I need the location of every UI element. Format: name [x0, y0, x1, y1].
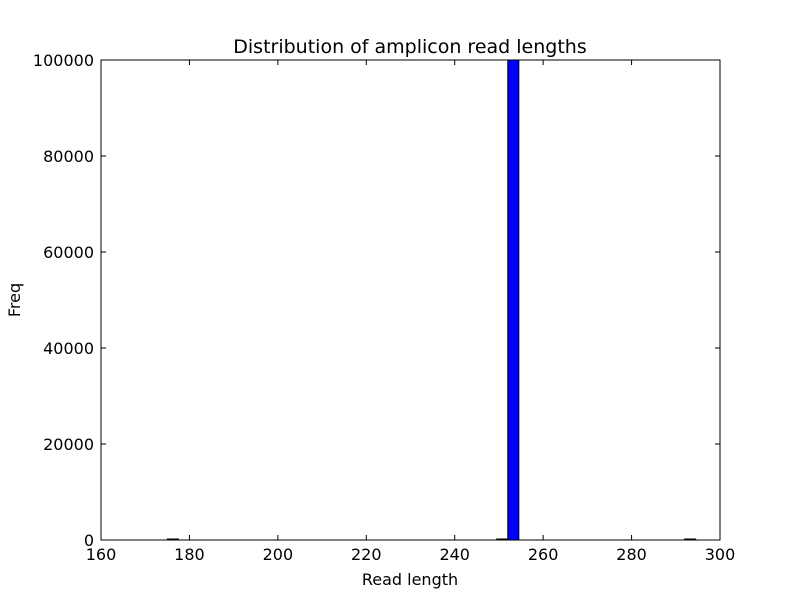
chart-title: Distribution of amplicon read lengths — [233, 36, 586, 58]
y-tick-label-3: 60000 — [43, 243, 94, 262]
x-tick-label-1: 180 — [174, 545, 205, 564]
x-tick-label-5: 260 — [528, 545, 559, 564]
x-tick-label-3: 220 — [351, 545, 382, 564]
y-tick-label-2: 40000 — [43, 339, 94, 358]
x-axis-label: Read length — [362, 570, 458, 589]
x-tick-label-7: 300 — [705, 545, 736, 564]
y-tick-label-4: 80000 — [43, 147, 94, 166]
y-axis-label: Freq — [5, 283, 24, 317]
histogram-bar-2 — [507, 59, 520, 541]
x-tick-label-2: 200 — [263, 545, 294, 564]
x-tick-label-4: 240 — [439, 545, 470, 564]
ticks-group: 160 180 200 220 240 260 280 300 0 20000 40000 60000… — [33, 51, 735, 564]
x-tick-label-6: 280 — [616, 545, 647, 564]
y-tick-label-0: 0 — [84, 531, 94, 550]
x-tick-label-0: 160 — [86, 545, 117, 564]
y-tick-label-5: 100000 — [33, 51, 94, 70]
plot-frame — [100, 59, 721, 541]
y-tick-label-1: 20000 — [43, 435, 94, 454]
